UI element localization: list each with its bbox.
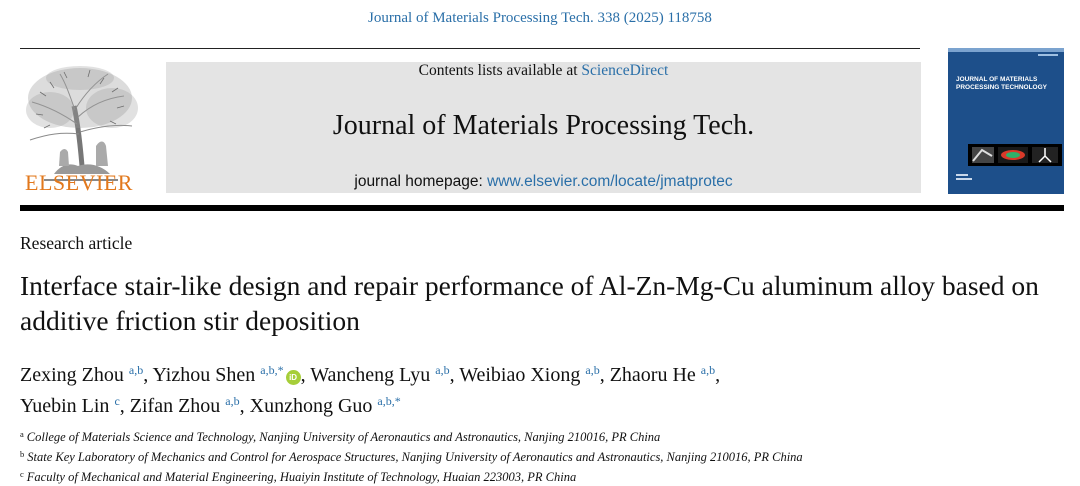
author-name[interactable]: Xunzhong Guo [249,395,378,417]
article-title: Interface stair-like design and repair p… [20,270,1039,336]
author-affiliation-marker[interactable]: c [114,394,120,408]
affiliation-text: College of Materials Science and Technol… [26,430,661,444]
cover-top-band [948,48,1064,52]
author-name[interactable]: Zexing Zhou [20,364,129,386]
author-affiliation-marker[interactable]: a,b,* [377,394,401,408]
journal-cover-thumbnail[interactable]: JOURNAL OF MATERIALS PROCESSING TECHNOLO… [948,48,1064,194]
cover-title: JOURNAL OF MATERIALS PROCESSING TECHNOLO… [956,76,1048,91]
affiliation-marker: b [20,449,25,459]
author-separator: , [449,364,460,386]
author-affiliation-marker[interactable]: a,b [700,363,716,377]
author-affiliation-marker[interactable]: a,b [128,363,144,377]
affiliation-item: b State Key Laboratory of Mechanics and C… [20,446,1070,466]
cover-issn-mark [1038,54,1058,56]
cover-editor-lines [956,174,976,181]
author-separator: , [119,395,130,417]
author-name[interactable]: Yizhou Shen [152,364,261,386]
author-name[interactable]: Wancheng Lyu [310,364,436,386]
contents-line: Contents lists available at ScienceDirec… [166,62,921,80]
author-separator: , [715,364,721,386]
author-separator: , [300,364,311,386]
affiliation-item: c Faculty of Mechanical and Material Engi… [20,466,1070,486]
affiliation-text: Faculty of Mechanical and Material Engin… [26,470,577,484]
header-rule [20,48,920,49]
affiliation-marker: a [20,429,24,439]
affiliation-list: a College of Materials Science and Techno… [20,426,1070,486]
article-type: Research article [20,233,133,253]
header-thick-rule [20,205,1064,211]
affiliation-text: State Key Laboratory of Mechanics and Co… [27,450,803,464]
author-separator: , [599,364,610,386]
homepage-link[interactable]: www.elsevier.com/locate/jmatprotec [487,173,733,190]
author-affiliation-marker[interactable]: a,b [225,394,240,408]
journal-citation-link[interactable]: Journal of Materials Processing Tech. 33… [368,10,712,26]
author-separator: , [143,364,153,386]
homepage-prefix: journal homepage: [354,173,488,190]
author-affiliation-marker[interactable]: a,b [435,363,450,377]
affiliation-marker: c [20,469,24,479]
author-name[interactable]: Zhaoru He [609,364,701,386]
elsevier-tree-logo [26,66,138,181]
cover-image-strip [968,144,1062,166]
author-separator: , [239,395,250,417]
author-name[interactable]: Zifan Zhou [129,395,226,417]
orcid-icon[interactable]: iD [285,370,301,385]
contents-prefix: Contents lists available at [418,62,582,79]
author-affiliation-marker[interactable]: a,b [585,363,600,377]
author-name[interactable]: Weibiao Xiong [459,364,586,386]
affiliation-item: a College of Materials Science and Techno… [20,426,1070,446]
journal-banner: Contents lists available at ScienceDirec… [166,62,921,193]
sciencedirect-link[interactable]: ScienceDirect [581,62,669,79]
author-name[interactable]: Yuebin Lin [20,395,115,417]
author-list: Zexing Zhou a,b, Yizhou Shen a,b,*iD, Wa… [20,357,1070,419]
homepage-line: journal homepage: www.elsevier.com/locat… [166,173,921,191]
author-affiliation-marker[interactable]: a,b,* [260,363,284,377]
publisher-wordmark: ELSEVIER [25,170,133,195]
journal-title: Journal of Materials Processing Tech. [332,110,755,141]
